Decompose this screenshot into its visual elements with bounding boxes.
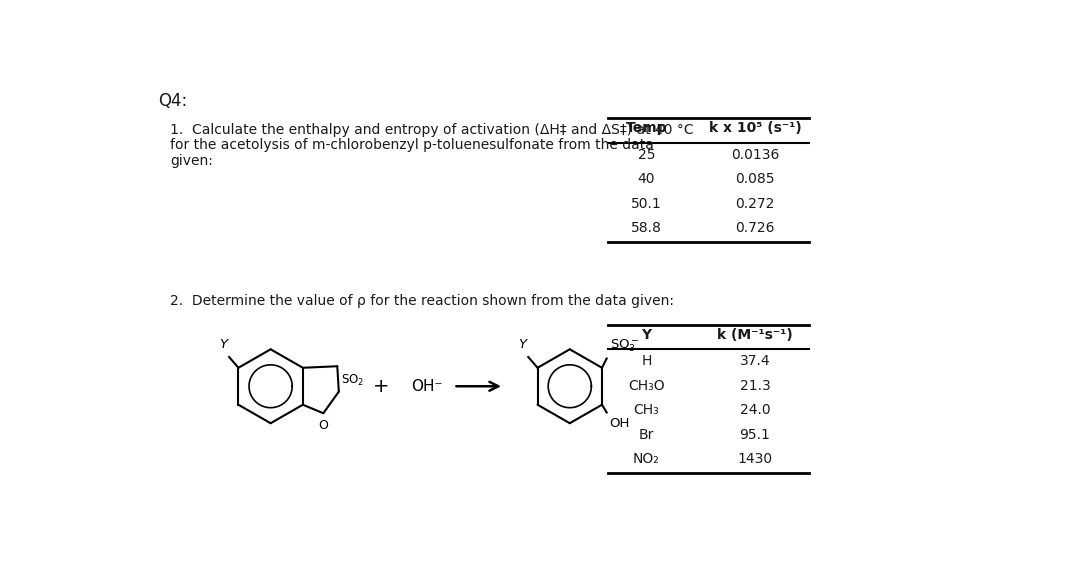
Text: 50.1: 50.1 [631, 197, 662, 211]
Text: NO₂: NO₂ [633, 453, 660, 466]
Text: 40: 40 [638, 172, 656, 186]
Text: k x 10⁵ (s⁻¹): k x 10⁵ (s⁻¹) [708, 121, 801, 135]
Text: Y: Y [518, 338, 526, 351]
Text: Y: Y [642, 328, 651, 342]
Text: SO$_2$: SO$_2$ [341, 373, 364, 387]
Text: 1430: 1430 [738, 453, 772, 466]
Text: 24.0: 24.0 [740, 403, 770, 417]
Text: OH: OH [610, 417, 630, 430]
Text: Q4:: Q4: [159, 92, 188, 110]
Text: 0.085: 0.085 [735, 172, 774, 186]
Text: H: H [642, 354, 651, 368]
Text: CH₃: CH₃ [634, 403, 660, 417]
Text: 0.726: 0.726 [735, 222, 774, 235]
Text: Br: Br [638, 428, 654, 442]
Text: 0.0136: 0.0136 [731, 148, 779, 162]
Text: 1.  Calculate the enthalpy and entropy of activation (ΔH‡ and ΔS‡) at 40 °C: 1. Calculate the enthalpy and entropy of… [170, 123, 693, 137]
Text: 95.1: 95.1 [740, 428, 770, 442]
Text: k (M⁻¹s⁻¹): k (M⁻¹s⁻¹) [717, 328, 793, 342]
Text: 0.272: 0.272 [735, 197, 774, 211]
Text: SO$_3^-$: SO$_3^-$ [610, 338, 639, 354]
Text: O: O [319, 419, 328, 432]
Text: CH₃O: CH₃O [629, 379, 665, 393]
Text: Y: Y [219, 338, 227, 351]
Text: Temp: Temp [625, 121, 667, 135]
Text: for the acetolysis of m-chlorobenzyl p-toluenesulfonate from the data: for the acetolysis of m-chlorobenzyl p-t… [170, 138, 653, 152]
Text: 21.3: 21.3 [740, 379, 770, 393]
Text: +: + [374, 377, 390, 396]
Text: 2.  Determine the value of ρ for the reaction shown from the data given:: 2. Determine the value of ρ for the reac… [170, 294, 674, 308]
Text: given:: given: [170, 153, 213, 168]
Text: 58.8: 58.8 [631, 222, 662, 235]
Text: 25: 25 [638, 148, 656, 162]
Text: OH⁻: OH⁻ [410, 379, 443, 394]
Text: 37.4: 37.4 [740, 354, 770, 368]
